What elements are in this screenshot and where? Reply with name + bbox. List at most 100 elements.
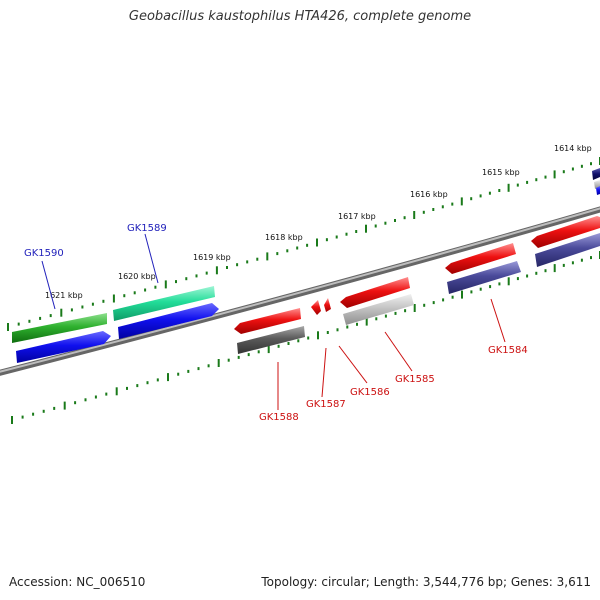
inner-minor-tick — [571, 261, 574, 265]
gene-gk1588-cds-feature[interactable] — [237, 326, 305, 354]
outer-minor-tick — [246, 260, 249, 264]
gene-label-gk1588[interactable]: GK1588 — [259, 412, 299, 423]
gene-gk1588-feature[interactable] — [234, 308, 301, 334]
gene-edge-blue-feature[interactable] — [596, 186, 600, 195]
inner-minor-tick — [442, 298, 445, 302]
inner-minor-tick — [544, 269, 547, 273]
outer-scale-ticks — [7, 157, 600, 331]
outer-minor-tick — [374, 224, 377, 228]
gene-upstream-red-feature[interactable] — [531, 216, 600, 248]
inner-minor-tick — [336, 328, 339, 332]
genome-backbone-highlight — [0, 207, 600, 373]
inner-minor-tick — [257, 350, 260, 354]
gene-gk1584-feature[interactable] — [445, 243, 516, 274]
gene-label-gk1589[interactable]: GK1589 — [127, 223, 167, 234]
inner-minor-tick — [451, 295, 454, 299]
inner-major-tick — [63, 401, 66, 410]
outer-minor-tick — [39, 316, 42, 320]
inner-minor-tick — [394, 311, 397, 315]
gene-edge-navy-feature[interactable] — [592, 168, 600, 180]
inner-minor-tick — [346, 325, 349, 329]
inner-major-tick — [267, 345, 270, 354]
inner-minor-tick — [156, 378, 159, 382]
scale-label-1618: 1618 kbp — [265, 233, 303, 242]
gene-gk1590-feature[interactable] — [12, 313, 107, 343]
inner-scale-ticks — [11, 251, 600, 424]
gene-gk1590-cds-feature[interactable] — [16, 331, 111, 363]
gene-gk1587-cds-feature[interactable] — [324, 298, 331, 312]
inner-major-tick — [413, 304, 416, 312]
inner-minor-tick — [297, 339, 300, 343]
outer-minor-tick — [470, 197, 473, 201]
inner-minor-tick — [590, 256, 592, 260]
scale-label-1619: 1619 kbp — [193, 253, 231, 262]
outer-major-tick — [507, 183, 510, 192]
outer-minor-tick — [498, 189, 501, 192]
accession-text: Accession: NC_006510 — [9, 575, 146, 589]
outer-minor-tick — [403, 216, 406, 220]
inner-minor-tick — [404, 309, 407, 313]
inner-minor-tick — [74, 401, 77, 405]
inner-minor-tick — [516, 277, 519, 281]
inner-minor-tick — [432, 301, 435, 305]
inner-major-tick — [461, 290, 463, 299]
gene-gk1589-feature[interactable] — [113, 286, 215, 321]
outer-minor-tick — [526, 180, 529, 184]
inner-minor-tick — [42, 409, 45, 413]
gene-label-gk1587[interactable]: GK1587 — [306, 399, 346, 410]
outer-minor-tick — [355, 230, 358, 233]
gene-labels: GK1590 GK1589 GK1588 GK1587 GK1586 GK158… — [24, 223, 528, 423]
outer-minor-tick — [394, 219, 396, 222]
gene-gk1584-cds-feature[interactable] — [447, 261, 521, 294]
gene-gk1585-feature[interactable] — [343, 294, 414, 325]
gene-label-gk1586[interactable]: GK1586 — [350, 387, 390, 398]
inner-minor-tick — [21, 415, 24, 419]
gene-label-gk1584[interactable]: GK1584 — [488, 345, 528, 356]
outer-minor-tick — [535, 178, 538, 182]
inner-minor-tick — [84, 398, 87, 402]
gene-upstream-slate-feature[interactable] — [535, 233, 600, 267]
outer-minor-tick — [256, 257, 259, 261]
inner-major-tick — [115, 387, 118, 396]
inner-minor-tick — [580, 258, 583, 262]
scale-label-1620: 1620 kbp — [118, 272, 156, 281]
outer-minor-tick — [516, 183, 519, 187]
outer-minor-tick — [185, 277, 188, 281]
outer-minor-tick — [123, 294, 126, 298]
outer-major-tick — [553, 170, 556, 179]
outer-major-tick — [460, 197, 463, 206]
inner-minor-tick — [307, 336, 310, 340]
inner-major-tick — [507, 277, 510, 286]
gene-label-gk1585[interactable]: GK1585 — [395, 374, 435, 385]
inner-minor-tick — [197, 367, 200, 371]
inner-minor-tick — [207, 364, 210, 368]
outer-minor-tick — [175, 280, 177, 284]
outer-minor-tick — [226, 266, 228, 269]
inner-minor-tick — [94, 395, 97, 399]
inner-minor-tick — [326, 331, 329, 334]
scale-label-1621: 1621 kbp — [45, 291, 83, 300]
outer-minor-tick — [144, 288, 147, 292]
outer-major-tick — [413, 211, 416, 219]
inner-minor-tick — [489, 285, 492, 289]
outer-minor-tick — [441, 205, 444, 209]
outer-minor-tick — [276, 252, 279, 256]
gene-label-gk1590[interactable]: GK1590 — [24, 248, 64, 259]
outer-minor-tick — [571, 167, 574, 171]
outer-minor-tick — [325, 238, 328, 242]
outer-minor-tick — [590, 162, 592, 166]
outer-minor-tick — [154, 285, 157, 289]
inner-major-tick — [317, 331, 319, 340]
gene-gk1587-feature[interactable] — [311, 300, 321, 315]
gene-gk1589-cds-feature[interactable] — [118, 303, 219, 339]
inner-minor-tick — [479, 287, 482, 291]
scale-label-1615: 1615 kbp — [482, 168, 520, 177]
leader-gk1586 — [338, 345, 368, 384]
outer-major-tick — [266, 252, 269, 261]
inner-minor-tick — [105, 392, 108, 396]
inner-minor-tick — [32, 412, 35, 416]
inner-minor-tick — [227, 358, 230, 362]
inner-minor-tick — [423, 303, 426, 307]
gene-gk1586-feature[interactable] — [340, 277, 410, 308]
inner-minor-tick — [53, 406, 56, 410]
